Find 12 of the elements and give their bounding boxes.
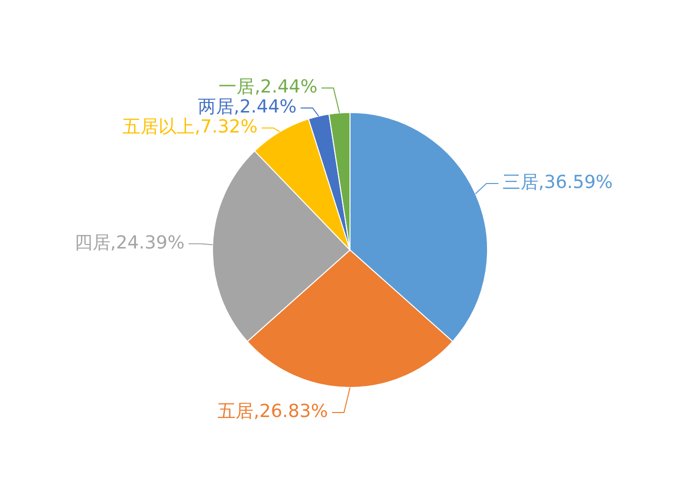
slice-label: 四居: [74, 232, 110, 254]
slice-label: 一居: [218, 76, 255, 98]
data-label: ,7.32%: [194, 116, 258, 138]
slice-label: 两居: [198, 96, 234, 118]
data-label: ,26.83%: [254, 401, 328, 422]
slice-label: 五居以上: [122, 116, 195, 138]
slice-label: 三居: [502, 172, 538, 194]
data-label: ,24.39%: [110, 232, 185, 254]
data-label: ,2.44%: [234, 96, 297, 118]
slice-label: 五居: [218, 401, 254, 422]
data-label: ,2.44%: [254, 76, 318, 98]
data-label: ,36.59%: [538, 172, 613, 194]
